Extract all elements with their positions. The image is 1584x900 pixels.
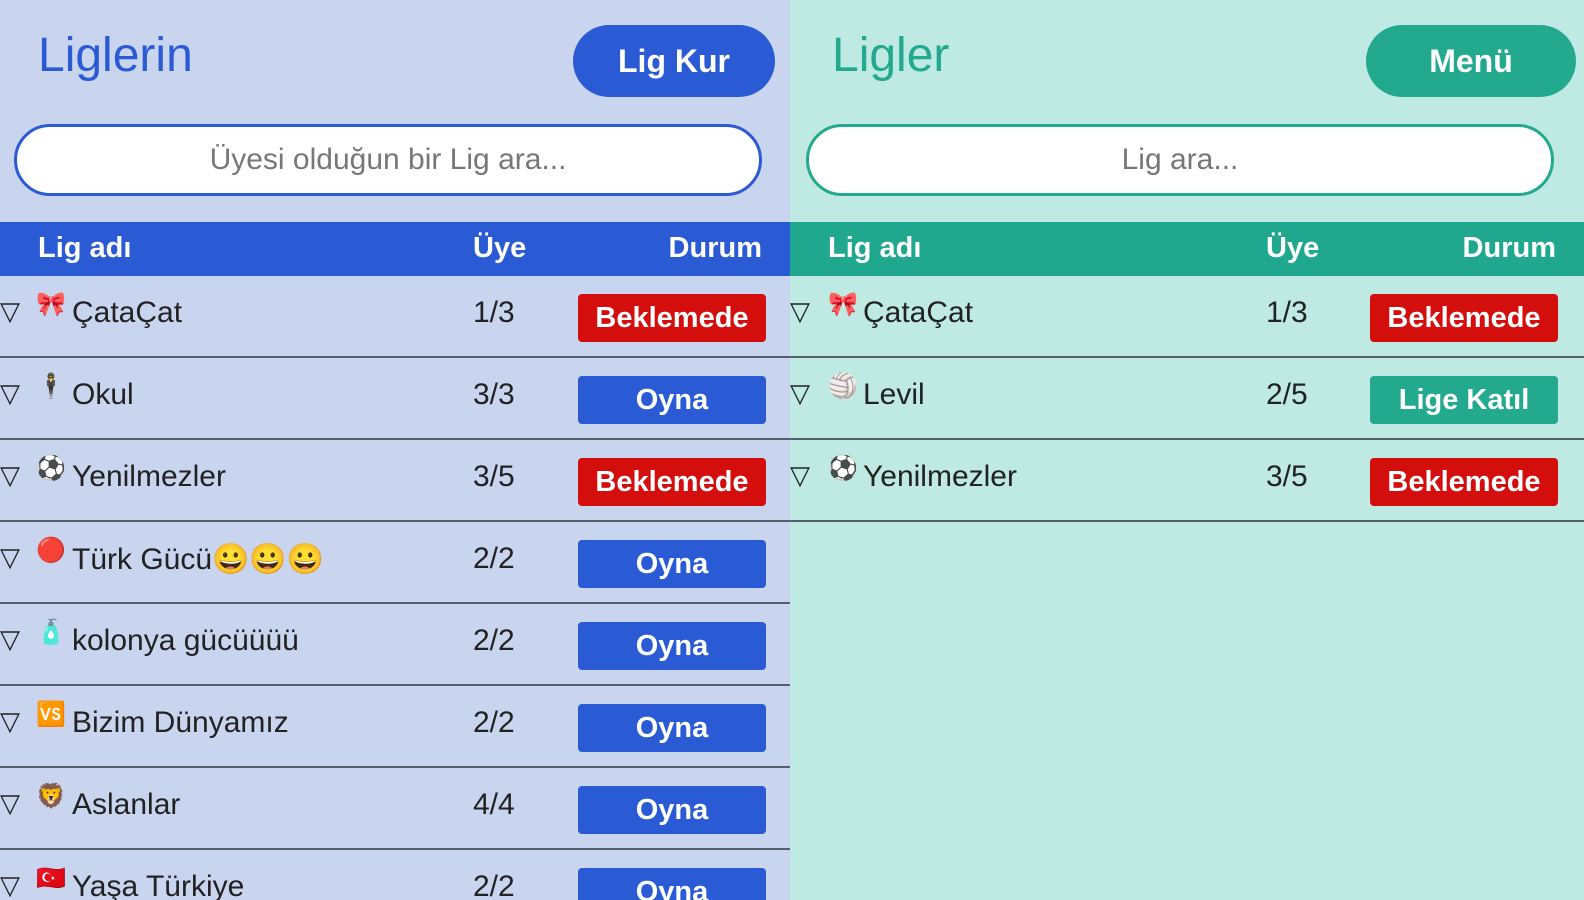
league-name: Okul <box>72 378 134 411</box>
expand-triangle-icon[interactable]: ▽ <box>790 296 810 326</box>
league-emoji-icon: 🕴 <box>36 373 66 400</box>
table-row[interactable]: ▽ 🔴 Türk Gücü😀😀😀 2/2 Oyna <box>0 522 790 604</box>
league-name: ÇataÇat <box>863 296 974 329</box>
table-row[interactable]: ▽ 🧴 kolonya gücüüüü 2/2 Oyna <box>0 604 790 686</box>
menu-button[interactable]: Menü <box>1366 25 1576 97</box>
create-league-button[interactable]: Lig Kur <box>573 25 775 97</box>
league-emoji-icon: 🔴 <box>36 537 66 564</box>
table-row[interactable]: ▽ 🏐 Levil 2/5 Lige Katıl <box>790 358 1584 440</box>
member-count: 1/3 <box>473 296 515 329</box>
member-count: 4/4 <box>473 788 515 821</box>
expand-triangle-icon[interactable]: ▽ <box>0 788 20 818</box>
status-button[interactable]: Lige Katıl <box>1370 376 1558 424</box>
status-button[interactable]: Oyna <box>578 376 766 424</box>
my-leagues-panel: Liglerin Lig Kur Lig adı Üye Durum ▽ 🎀 Ç… <box>0 0 790 900</box>
table-row[interactable]: ▽ ⚽ Yenilmezler 3/5 Beklemede <box>790 440 1584 522</box>
league-emoji-icon: ⚽ <box>828 455 858 482</box>
member-count: 2/5 <box>1266 378 1308 411</box>
table-row[interactable]: ▽ ⚽ Yenilmezler 3/5 Beklemede <box>0 440 790 522</box>
member-count: 3/5 <box>473 460 515 493</box>
member-count: 2/2 <box>473 624 515 657</box>
status-button[interactable]: Oyna <box>578 868 766 900</box>
table-header: Lig adı Üye Durum <box>790 222 1584 276</box>
league-emoji-icon: 🦁 <box>36 783 66 810</box>
column-status: Durum <box>668 232 762 264</box>
expand-triangle-icon[interactable]: ▽ <box>790 460 810 490</box>
league-emoji-icon: ⚽ <box>36 455 66 482</box>
column-name: Lig adı <box>828 232 922 264</box>
member-count: 2/2 <box>473 542 515 575</box>
status-button[interactable]: Beklemede <box>578 458 766 506</box>
page-title: Ligler <box>832 29 950 82</box>
column-status: Durum <box>1462 232 1556 264</box>
expand-triangle-icon[interactable]: ▽ <box>0 870 20 900</box>
status-button[interactable]: Beklemede <box>578 294 766 342</box>
table-row[interactable]: ▽ 🦁 Aslanlar 4/4 Oyna <box>0 768 790 850</box>
league-emoji-icon: 🆚 <box>36 701 66 728</box>
expand-triangle-icon[interactable]: ▽ <box>790 378 810 408</box>
column-members: Üye <box>1266 232 1320 264</box>
search-input[interactable] <box>14 124 762 196</box>
league-emoji-icon: 🎀 <box>828 291 858 318</box>
table-row[interactable]: ▽ 🕴 Okul 3/3 Oyna <box>0 358 790 440</box>
status-button[interactable]: Beklemede <box>1370 294 1558 342</box>
status-button[interactable]: Oyna <box>578 786 766 834</box>
league-emoji-icon: 🏐 <box>828 373 858 400</box>
status-button[interactable]: Beklemede <box>1370 458 1558 506</box>
league-name: Yenilmezler <box>863 460 1017 493</box>
table-row[interactable]: ▽ 🎀 ÇataÇat 1/3 Beklemede <box>0 276 790 358</box>
status-button[interactable]: Oyna <box>578 704 766 752</box>
league-list: ▽ 🎀 ÇataÇat 1/3 Beklemede ▽ 🏐 Levil 2/5 L… <box>790 276 1584 522</box>
member-count: 3/3 <box>473 378 515 411</box>
league-name: ÇataÇat <box>72 296 183 329</box>
column-name: Lig adı <box>38 232 132 264</box>
table-header: Lig adı Üye Durum <box>0 222 790 276</box>
member-count: 1/3 <box>1266 296 1308 329</box>
table-row[interactable]: ▽ 🎀 ÇataÇat 1/3 Beklemede <box>790 276 1584 358</box>
expand-triangle-icon[interactable]: ▽ <box>0 460 20 490</box>
column-members: Üye <box>473 232 527 264</box>
table-row[interactable]: ▽ 🇹🇷 Yaşa Türkiye 2/2 Oyna <box>0 850 790 900</box>
status-button[interactable]: Oyna <box>578 540 766 588</box>
member-count: 3/5 <box>1266 460 1308 493</box>
page-title: Liglerin <box>38 29 193 82</box>
status-button[interactable]: Oyna <box>578 622 766 670</box>
expand-triangle-icon[interactable]: ▽ <box>0 296 20 326</box>
expand-triangle-icon[interactable]: ▽ <box>0 378 20 408</box>
member-count: 2/2 <box>473 706 515 739</box>
league-name: Aslanlar <box>72 788 181 821</box>
league-emoji-icon: 🎀 <box>36 291 66 318</box>
league-name: Yaşa Türkiye <box>72 870 245 900</box>
league-name: kolonya gücüüüü <box>72 624 299 657</box>
league-name: Levil <box>863 378 925 411</box>
table-row[interactable]: ▽ 🆚 Bizim Dünyamız 2/2 Oyna <box>0 686 790 768</box>
search-input[interactable] <box>806 124 1554 196</box>
league-emoji-icon: 🧴 <box>36 619 66 646</box>
all-leagues-panel: Ligler Menü Lig adı Üye Durum ▽ 🎀 ÇataÇa… <box>790 0 1584 900</box>
league-list: ▽ 🎀 ÇataÇat 1/3 Beklemede ▽ 🕴 Okul 3/3 Oy… <box>0 276 790 900</box>
league-name: Yenilmezler <box>72 460 226 493</box>
league-emoji-icon: 🇹🇷 <box>36 865 66 892</box>
league-name: Bizim Dünyamız <box>72 706 289 739</box>
expand-triangle-icon[interactable]: ▽ <box>0 542 20 572</box>
league-name: Türk Gücü😀😀😀 <box>72 543 325 576</box>
expand-triangle-icon[interactable]: ▽ <box>0 624 20 654</box>
member-count: 2/2 <box>473 870 515 900</box>
expand-triangle-icon[interactable]: ▽ <box>0 706 20 736</box>
